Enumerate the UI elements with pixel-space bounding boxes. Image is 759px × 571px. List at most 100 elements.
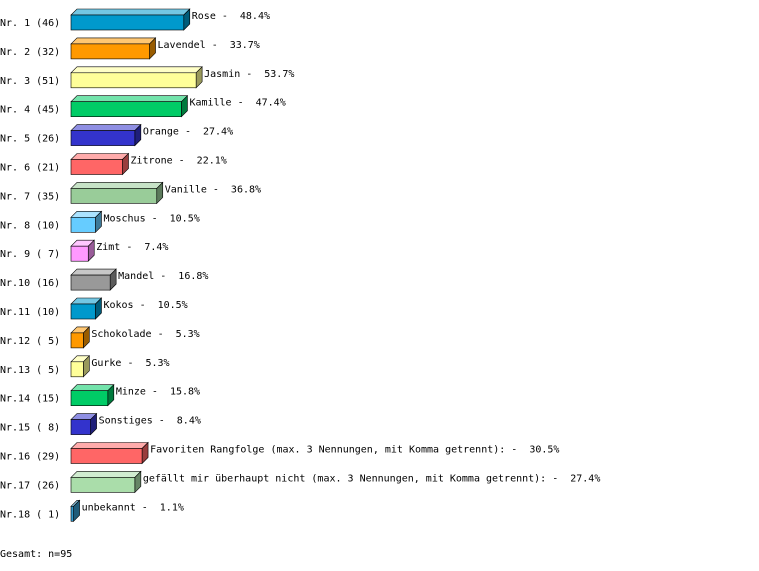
value-label: 5.3% — [176, 329, 200, 340]
bar-name: unbekannt — [82, 502, 136, 513]
value-label: 47.4% — [256, 98, 286, 109]
value-label: 27.4% — [570, 473, 600, 484]
value-label: 5.3% — [145, 358, 169, 369]
bar-label: Jasmin - 53.7% — [204, 69, 294, 80]
bar-label: Orange - 27.4% — [143, 127, 233, 138]
value-label: 22.1% — [197, 156, 227, 167]
bar-top — [70, 268, 117, 276]
bar — [70, 245, 89, 262]
label-separator: - — [158, 329, 164, 340]
bar-label: Rose - 48.4% — [192, 11, 270, 22]
bar-name: Kamille — [189, 98, 231, 109]
bar-name: gefällt mir überhaupt nicht (max. 3 Nenn… — [143, 473, 546, 484]
bar-top — [70, 8, 191, 16]
label-separator: - — [222, 11, 228, 22]
label-separator: - — [179, 156, 185, 167]
bar-top — [70, 37, 157, 45]
label-separator: - — [140, 300, 146, 311]
bar-name: Zitrone — [130, 156, 172, 167]
bar — [70, 361, 84, 378]
label-separator: - — [212, 40, 218, 51]
bar-name: Gurke — [91, 358, 121, 369]
bar-label: Gurke - 5.3% — [91, 358, 169, 369]
bar-name: Mandel — [118, 271, 154, 282]
bar-name: Minze — [116, 387, 146, 398]
label-separator: - — [160, 271, 166, 282]
label-separator: - — [126, 242, 132, 253]
label-separator: - — [185, 127, 191, 138]
bar-name: Vanille — [165, 184, 207, 195]
category-label: Nr. 2 (32) — [0, 47, 60, 58]
bar — [70, 14, 185, 31]
category-label: Nr.18 ( 1) — [0, 509, 60, 520]
value-label: 8.4% — [177, 416, 201, 427]
bar — [70, 303, 96, 320]
category-label: Nr. 7 (35) — [0, 191, 60, 202]
bar-name: Rose — [192, 11, 216, 22]
bar — [70, 159, 123, 175]
bar-label: Favoriten Rangfolge (max. 3 Nennungen, m… — [150, 445, 559, 456]
value-label: 48.4% — [240, 11, 270, 22]
bar-name: Favoriten Rangfolge (max. 3 Nennungen, m… — [150, 445, 505, 456]
bar-top — [70, 182, 164, 189]
bar-name: Zimt — [96, 242, 120, 253]
bar — [70, 505, 74, 522]
bar-label: Moschus - 10.5% — [103, 213, 199, 224]
bar — [70, 188, 158, 204]
label-separator: - — [152, 213, 158, 224]
bar-name: Kokos — [103, 300, 133, 311]
bar — [70, 332, 84, 349]
value-label: 53.7% — [264, 69, 294, 80]
bar-label: Vanille - 36.8% — [165, 184, 261, 195]
label-separator: - — [511, 445, 517, 456]
bar — [70, 448, 143, 464]
category-label: Nr.16 (29) — [0, 452, 60, 463]
category-label: Nr. 8 (10) — [0, 220, 60, 231]
bar — [70, 101, 182, 117]
bar — [70, 43, 150, 60]
value-label: 16.8% — [178, 271, 208, 282]
bar-label: unbekannt - 1.1% — [82, 502, 184, 513]
value-label: 1.1% — [160, 502, 184, 513]
label-separator: - — [127, 358, 133, 369]
bar-top — [70, 442, 149, 449]
bar — [70, 390, 109, 407]
bar-label: Zitrone - 22.1% — [130, 156, 226, 167]
bar — [70, 72, 197, 89]
label-separator: - — [238, 98, 244, 109]
bar — [70, 130, 136, 146]
category-label: Nr.17 (26) — [0, 480, 60, 491]
category-label: Nr.12 ( 5) — [0, 336, 60, 347]
bar — [70, 217, 96, 233]
bar-name: Orange — [143, 127, 179, 138]
bar-name: Schokolade — [91, 329, 151, 340]
category-label: Nr.11 (10) — [0, 307, 60, 318]
bar-label: Zimt - 7.4% — [96, 242, 168, 253]
bar-top — [70, 384, 115, 392]
bar-label: Schokolade - 5.3% — [91, 329, 199, 340]
value-label: 27.4% — [203, 127, 233, 138]
bar-top — [70, 66, 203, 74]
bar-name: Lavendel — [158, 40, 206, 51]
value-label: 33.7% — [230, 40, 260, 51]
value-label: 30.5% — [529, 445, 559, 456]
bar-name: Sonstiges — [99, 416, 153, 427]
bar-label: gefällt mir überhaupt nicht (max. 3 Nenn… — [143, 473, 601, 484]
value-label: 15.8% — [170, 387, 200, 398]
bar-top — [70, 153, 130, 160]
bar-label: Mandel - 16.8% — [118, 271, 208, 282]
label-separator: - — [142, 502, 148, 513]
category-label: Nr.14 (15) — [0, 394, 60, 405]
category-label: Nr. 1 (46) — [0, 18, 60, 29]
bar-name: Moschus — [103, 213, 145, 224]
category-label: Nr. 3 (51) — [0, 76, 60, 87]
bar-top — [70, 95, 189, 102]
category-label: Nr. 9 ( 7) — [0, 249, 60, 260]
category-label: Nr. 6 (21) — [0, 163, 60, 174]
label-separator: - — [152, 387, 158, 398]
bar-top — [70, 471, 142, 478]
footer: Gesamt: n=95 — [0, 549, 72, 560]
bar-label: Lavendel - 33.7% — [158, 40, 260, 51]
label-separator: - — [552, 473, 558, 484]
